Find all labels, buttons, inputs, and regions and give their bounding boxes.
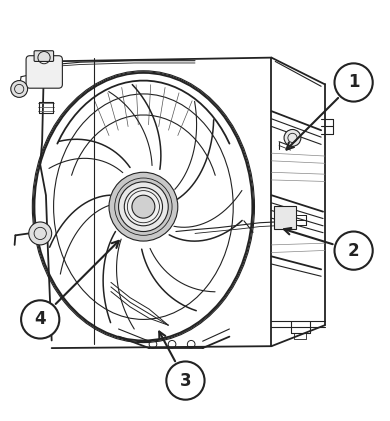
FancyBboxPatch shape bbox=[26, 56, 62, 88]
Circle shape bbox=[109, 172, 178, 241]
Circle shape bbox=[335, 63, 373, 101]
Circle shape bbox=[11, 80, 28, 97]
Circle shape bbox=[29, 222, 51, 245]
Circle shape bbox=[167, 362, 205, 400]
Circle shape bbox=[21, 300, 59, 338]
Text: 1: 1 bbox=[348, 73, 359, 91]
Text: 3: 3 bbox=[180, 372, 191, 389]
Circle shape bbox=[119, 182, 168, 232]
Text: 4: 4 bbox=[34, 310, 46, 328]
Circle shape bbox=[124, 188, 163, 226]
Text: 2: 2 bbox=[348, 242, 360, 260]
FancyBboxPatch shape bbox=[274, 205, 296, 229]
Circle shape bbox=[132, 195, 155, 218]
Circle shape bbox=[284, 130, 301, 146]
Circle shape bbox=[335, 232, 373, 270]
FancyBboxPatch shape bbox=[34, 51, 53, 61]
